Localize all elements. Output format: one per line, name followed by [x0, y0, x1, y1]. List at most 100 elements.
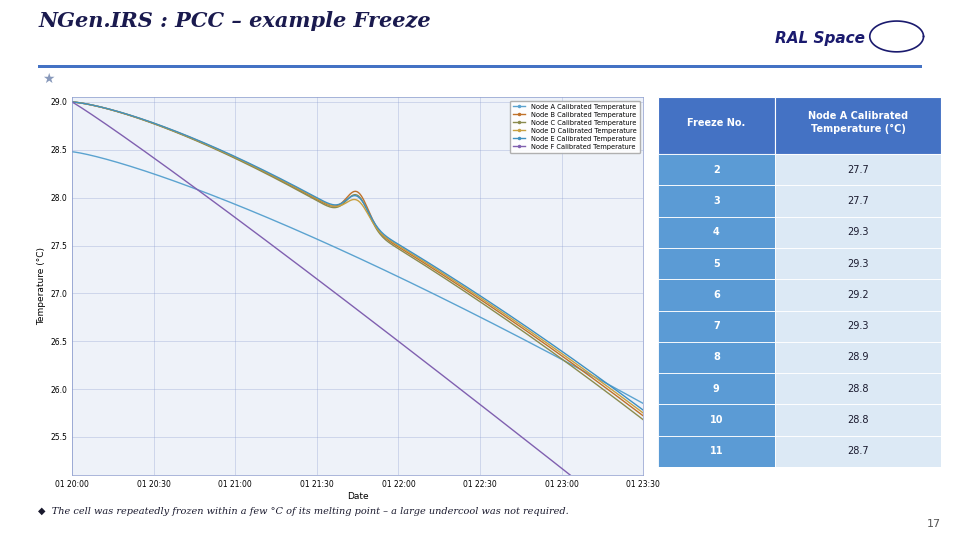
Node C Calibrated Temperature: [252, 166, 264, 173]
Node F Calibrated Temperature: [135, 145, 147, 152]
Node E Calibrated Temperature: [66, 99, 78, 105]
Node A Calibrated Temperature: [293, 227, 304, 234]
Node F Calibrated Temperature: [66, 99, 78, 105]
Text: 28.9: 28.9: [848, 353, 869, 362]
Text: 27.7: 27.7: [847, 196, 869, 206]
Node F Calibrated Temperature: [293, 261, 304, 268]
Text: 8: 8: [713, 353, 720, 362]
Node B Calibrated Temperature: [66, 99, 78, 105]
Node D Calibrated Temperature: [637, 410, 649, 416]
Node C Calibrated Temperature: [135, 116, 147, 123]
Node B Calibrated Temperature: [481, 301, 492, 307]
Node D Calibrated Temperature: [135, 116, 147, 122]
Line: Node F Calibrated Temperature: Node F Calibrated Temperature: [72, 102, 643, 532]
Line: Node E Calibrated Temperature: Node E Calibrated Temperature: [72, 102, 643, 410]
Text: 28.8: 28.8: [848, 415, 869, 425]
Text: 6: 6: [713, 290, 720, 300]
Node F Calibrated Temperature: [425, 363, 437, 370]
Node A Calibrated Temperature: [478, 316, 490, 322]
Bar: [658, 248, 775, 279]
Line: Node D Calibrated Temperature: Node D Calibrated Temperature: [72, 102, 643, 413]
Text: 28.7: 28.7: [847, 447, 869, 456]
Bar: [658, 373, 775, 404]
Node E Calibrated Temperature: [293, 185, 304, 191]
Text: Freeze No.: Freeze No.: [687, 118, 746, 128]
Node A Calibrated Temperature: [481, 318, 492, 324]
Bar: [658, 436, 775, 467]
Node C Calibrated Temperature: [66, 99, 78, 105]
Node F Calibrated Temperature: [637, 529, 649, 536]
Text: ★: ★: [41, 72, 55, 86]
Bar: [775, 248, 941, 279]
Text: 5: 5: [713, 259, 720, 268]
Bar: [775, 342, 941, 373]
Bar: [658, 342, 775, 373]
Node E Calibrated Temperature: [135, 116, 147, 122]
Node B Calibrated Temperature: [135, 116, 147, 122]
Bar: [775, 373, 941, 404]
Bar: [775, 97, 941, 154]
Text: 28.8: 28.8: [848, 384, 869, 394]
Bar: [775, 310, 941, 342]
Node D Calibrated Temperature: [66, 99, 78, 105]
Node D Calibrated Temperature: [425, 263, 437, 269]
Text: RAL Space: RAL Space: [775, 31, 865, 46]
Text: NGen.IRS : PCC – example Freeze: NGen.IRS : PCC – example Freeze: [38, 11, 431, 31]
Node A Calibrated Temperature: [425, 289, 437, 296]
Node F Calibrated Temperature: [252, 232, 264, 238]
Node C Calibrated Temperature: [478, 301, 490, 308]
X-axis label: Date: Date: [347, 492, 369, 501]
Node E Calibrated Temperature: [637, 407, 649, 413]
Text: 27.7: 27.7: [847, 165, 869, 174]
Node D Calibrated Temperature: [478, 297, 490, 303]
Node C Calibrated Temperature: [425, 266, 437, 273]
Bar: [658, 185, 775, 217]
Node C Calibrated Temperature: [293, 187, 304, 194]
Text: 10: 10: [709, 415, 723, 425]
Node B Calibrated Temperature: [425, 264, 437, 271]
Legend: Node A Calibrated Temperature, Node B Calibrated Temperature, Node C Calibrated : Node A Calibrated Temperature, Node B Ca…: [510, 100, 640, 153]
Text: 29.3: 29.3: [848, 227, 869, 237]
Text: 17: 17: [926, 519, 941, 529]
Node E Calibrated Temperature: [252, 164, 264, 171]
Node E Calibrated Temperature: [478, 295, 490, 302]
Node B Calibrated Temperature: [252, 166, 264, 172]
Line: Node A Calibrated Temperature: Node A Calibrated Temperature: [72, 152, 643, 403]
Bar: [775, 154, 941, 185]
Bar: [775, 404, 941, 436]
Node C Calibrated Temperature: [637, 416, 649, 423]
Bar: [658, 154, 775, 185]
Node B Calibrated Temperature: [293, 186, 304, 193]
Bar: [658, 404, 775, 436]
Y-axis label: Temperature (°C): Temperature (°C): [37, 247, 46, 325]
Text: ◆  The cell was repeatedly frozen within a few °C of its melting point – a large: ◆ The cell was repeatedly frozen within …: [38, 507, 569, 516]
Text: 11: 11: [709, 447, 723, 456]
Line: Node B Calibrated Temperature: Node B Calibrated Temperature: [72, 102, 643, 416]
Node C Calibrated Temperature: [481, 303, 492, 310]
Text: 4: 4: [713, 227, 720, 237]
Node F Calibrated Temperature: [478, 404, 490, 411]
Bar: [658, 310, 775, 342]
Bar: [658, 279, 775, 310]
Bar: [658, 97, 775, 154]
Text: 3: 3: [713, 196, 720, 206]
Node F Calibrated Temperature: [481, 407, 492, 413]
Text: 29.3: 29.3: [848, 259, 869, 268]
Bar: [658, 217, 775, 248]
Node D Calibrated Temperature: [481, 299, 492, 306]
Node E Calibrated Temperature: [425, 261, 437, 268]
Bar: [775, 217, 941, 248]
Bar: [775, 185, 941, 217]
Text: 29.3: 29.3: [848, 321, 869, 331]
Node E Calibrated Temperature: [481, 297, 492, 303]
Text: 7: 7: [713, 321, 720, 331]
Text: 9: 9: [713, 384, 720, 394]
Text: 2: 2: [713, 165, 720, 174]
Text: Node A Calibrated
Temperature (°C): Node A Calibrated Temperature (°C): [808, 111, 908, 134]
Node A Calibrated Temperature: [637, 400, 649, 407]
Bar: [775, 279, 941, 310]
Node D Calibrated Temperature: [252, 165, 264, 171]
Node D Calibrated Temperature: [293, 185, 304, 192]
Node A Calibrated Temperature: [135, 166, 147, 173]
Node B Calibrated Temperature: [637, 413, 649, 419]
